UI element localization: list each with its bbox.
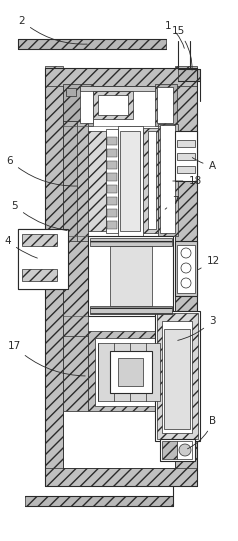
Bar	[164, 329, 190, 429]
Bar	[18, 39, 166, 49]
Circle shape	[181, 278, 191, 288]
Bar	[66, 88, 76, 96]
Text: 1: 1	[165, 21, 184, 48]
Bar	[45, 468, 197, 486]
Bar	[63, 121, 77, 246]
Bar	[45, 68, 197, 86]
Bar	[107, 209, 117, 217]
Text: 17: 17	[7, 341, 85, 376]
Text: 3: 3	[178, 316, 215, 340]
Text: B: B	[188, 416, 217, 449]
Text: 4: 4	[5, 236, 37, 258]
Bar	[175, 66, 197, 486]
Bar	[63, 241, 88, 341]
Bar	[175, 241, 197, 296]
Bar	[107, 185, 117, 193]
Text: 18: 18	[173, 176, 202, 186]
Bar	[157, 87, 173, 123]
Bar	[18, 229, 68, 289]
Bar	[155, 84, 177, 126]
Circle shape	[179, 444, 191, 456]
Bar	[25, 496, 173, 506]
Bar	[118, 126, 143, 236]
Bar	[106, 129, 118, 233]
Bar	[177, 441, 192, 459]
Text: 12: 12	[198, 256, 220, 269]
Bar	[80, 86, 155, 91]
Bar	[107, 173, 117, 181]
Bar	[177, 245, 195, 293]
Bar	[80, 87, 93, 123]
Bar	[143, 128, 158, 233]
Bar	[93, 91, 133, 119]
Bar	[107, 137, 117, 145]
Bar	[98, 95, 128, 115]
Bar	[63, 336, 88, 411]
Bar	[158, 124, 178, 236]
Text: 15: 15	[171, 26, 192, 70]
Bar	[90, 306, 172, 314]
Circle shape	[181, 248, 191, 258]
Bar	[177, 140, 195, 147]
Bar	[22, 269, 57, 281]
Text: 5: 5	[12, 201, 67, 230]
Bar	[162, 441, 177, 459]
Text: 6: 6	[7, 156, 77, 186]
Bar	[107, 221, 117, 229]
Bar	[120, 131, 140, 231]
Bar	[148, 131, 156, 229]
Bar	[160, 439, 195, 461]
Bar	[98, 343, 160, 401]
Bar	[88, 236, 173, 316]
Text: A: A	[192, 157, 216, 171]
Bar	[118, 358, 143, 386]
Bar	[155, 311, 200, 441]
Bar	[88, 131, 106, 231]
Bar	[175, 131, 197, 181]
Bar	[22, 234, 57, 246]
Bar	[157, 313, 198, 439]
Bar	[110, 351, 152, 393]
Bar	[88, 331, 173, 411]
Text: 7: 7	[165, 196, 178, 209]
Bar	[178, 69, 200, 81]
Text: 2: 2	[19, 16, 87, 44]
Bar	[95, 338, 165, 406]
Bar	[90, 238, 172, 246]
Circle shape	[181, 263, 191, 273]
Bar	[110, 246, 152, 306]
Bar	[107, 161, 117, 169]
Bar	[177, 153, 195, 160]
Bar	[160, 125, 175, 233]
Bar	[107, 197, 117, 205]
Bar	[177, 166, 195, 173]
Bar	[45, 66, 63, 486]
Bar	[63, 84, 93, 126]
Bar	[162, 321, 192, 433]
Bar	[107, 149, 117, 157]
Bar	[63, 121, 88, 246]
